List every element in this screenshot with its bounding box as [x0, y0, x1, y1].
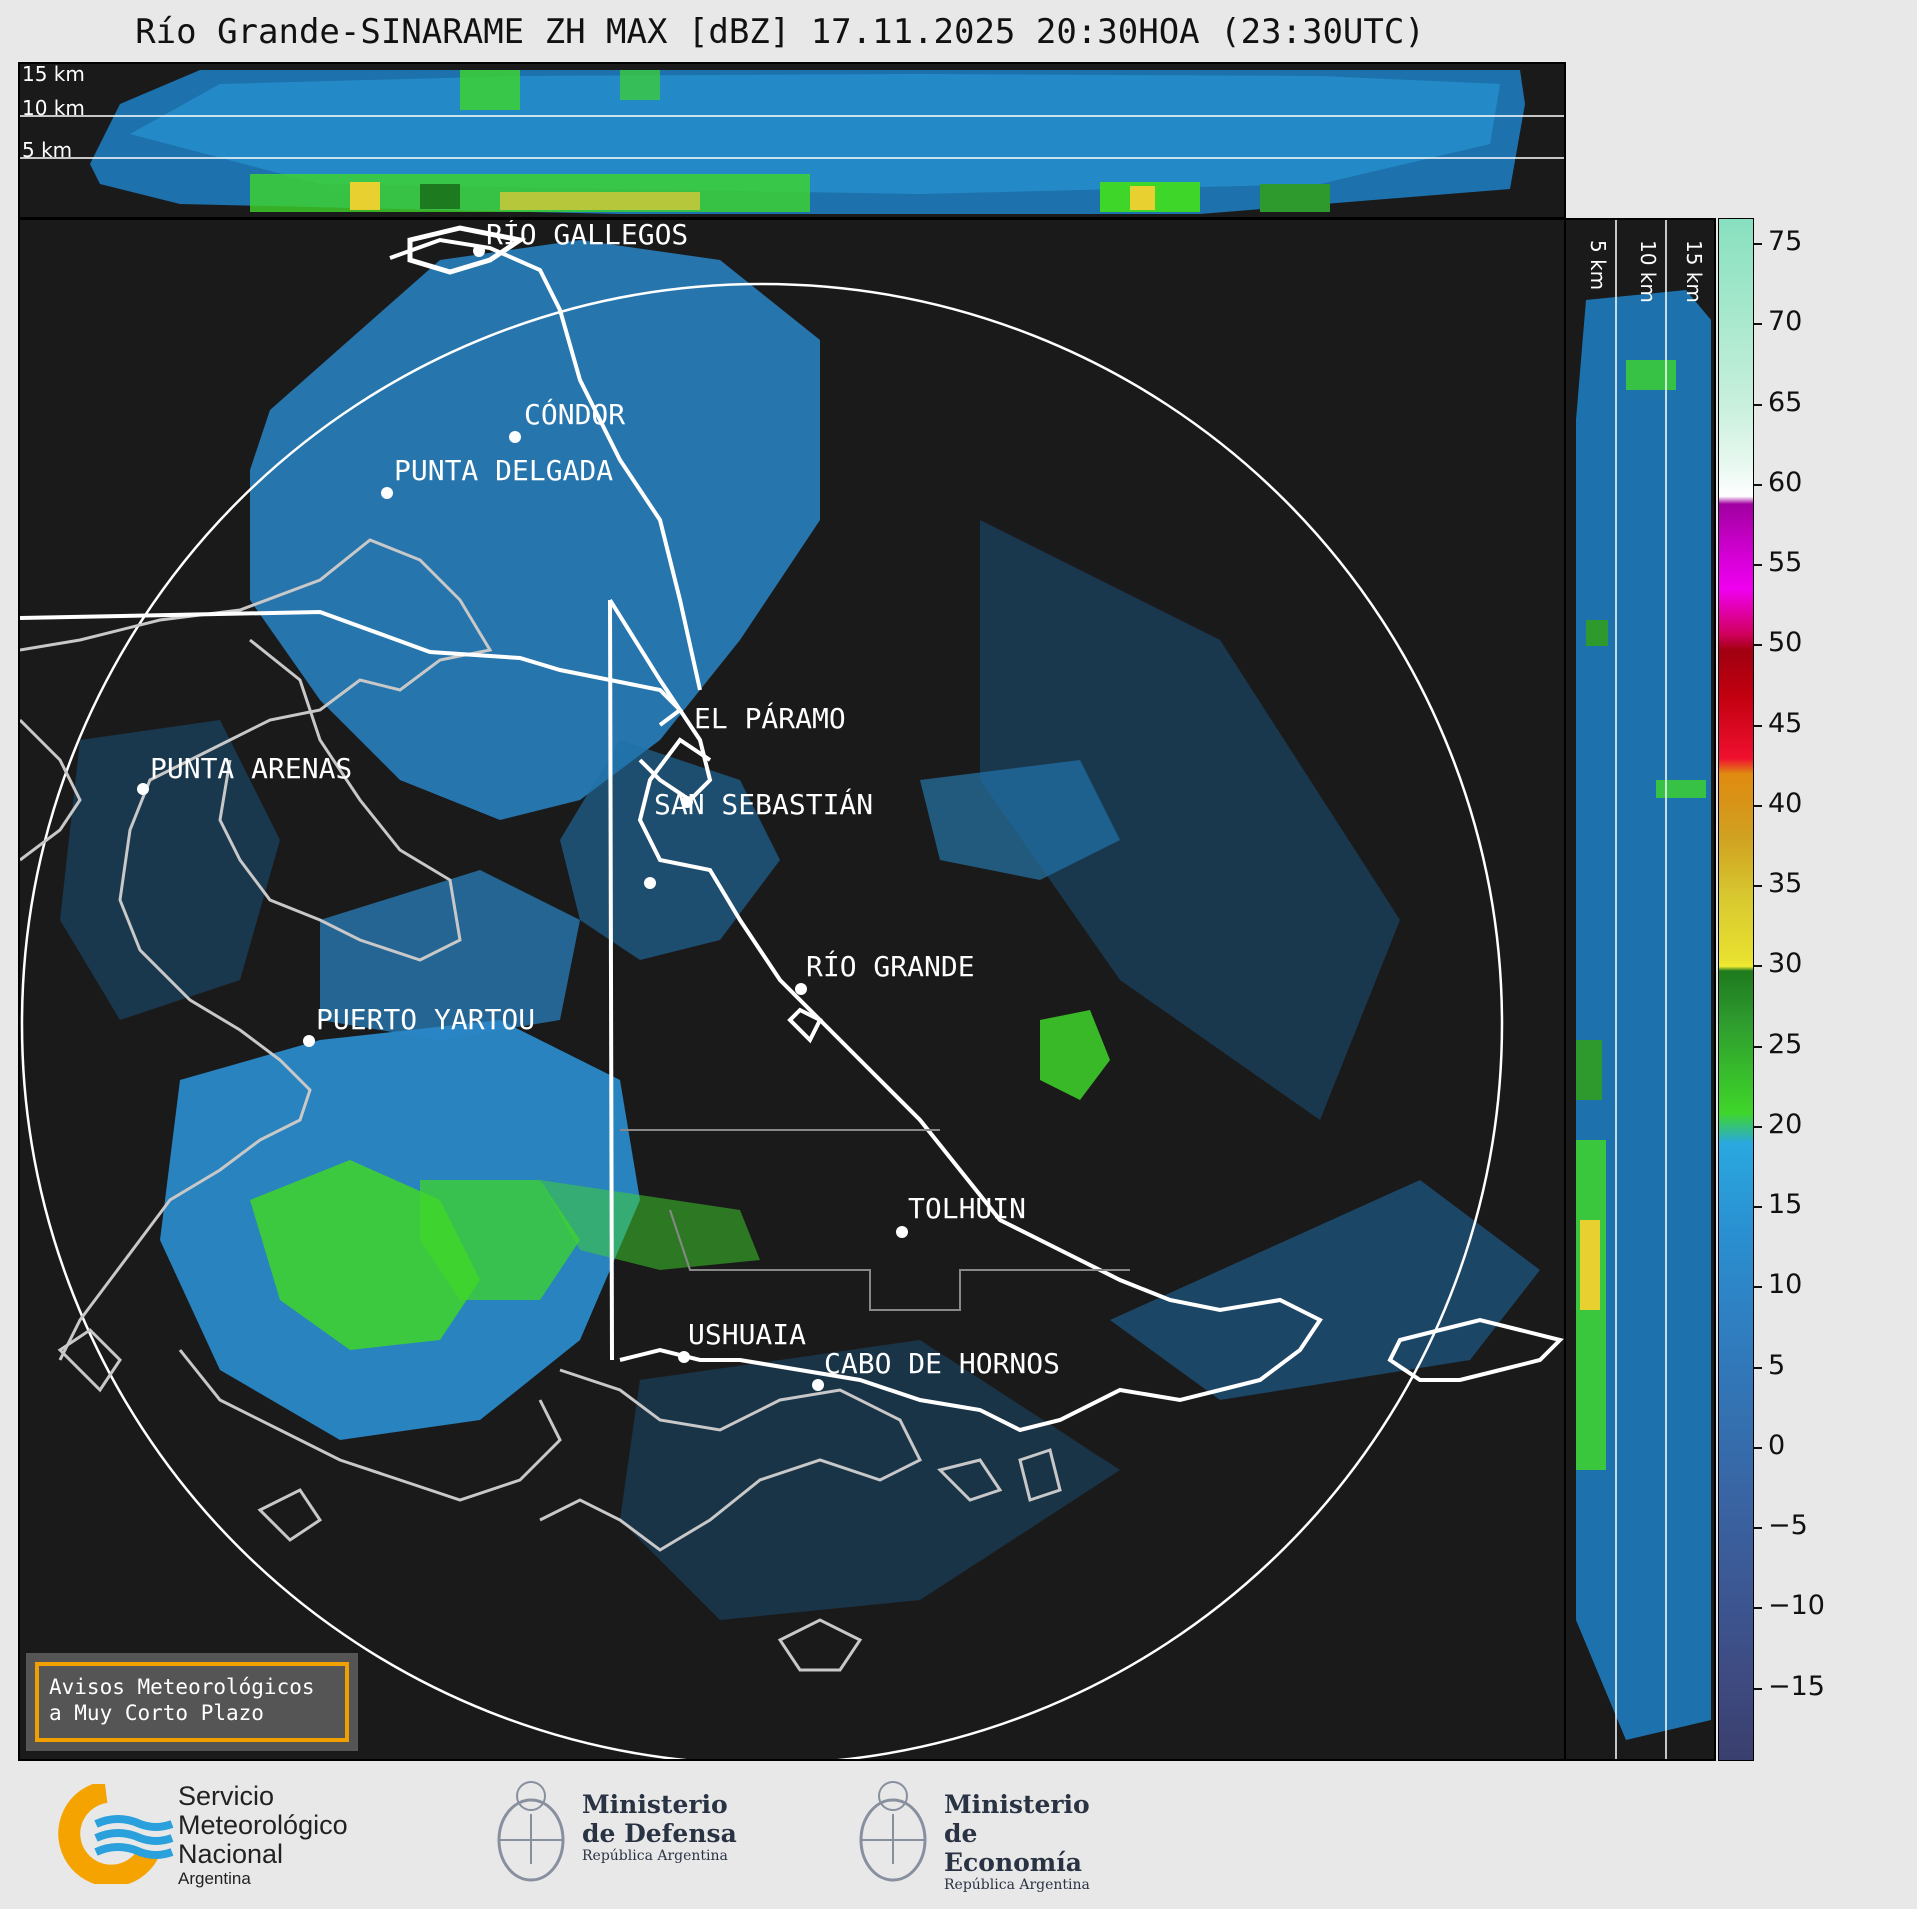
smn-line2: Meteorológico	[178, 1810, 348, 1840]
colorbar-tick-30: 30	[1768, 948, 1803, 979]
coastlines	[20, 538, 1062, 1672]
colorbar-tickmark	[1754, 805, 1762, 807]
colorbar-tick-35: 35	[1768, 868, 1803, 899]
city-label-el-paramo: EL PÁRAMO	[694, 701, 846, 735]
colorbar-tickmark	[1754, 1607, 1762, 1609]
argentina-coat-of-arms-icon	[859, 1781, 927, 1882]
colorbar-tick-15: 15	[1768, 1189, 1803, 1220]
side-altitude-label-10km: 10 km	[1636, 240, 1660, 303]
map-title: Río Grande-SINARAME ZH MAX [dBZ] 17.11.2…	[135, 12, 1425, 52]
side-altitude-label-5km: 5 km	[1586, 240, 1610, 291]
colorbar-tickmark	[1754, 323, 1762, 325]
city-label-ushuaia: USHUAIA	[688, 1318, 806, 1351]
colorbar-tickmark	[1754, 484, 1762, 486]
radar-echo-layer	[60, 240, 1540, 1620]
city-label-rio-grande: RÍO GRANDE	[806, 949, 975, 983]
economia-line3: República Argentina	[944, 1877, 1090, 1893]
colorbar-tick-75: 75	[1768, 226, 1803, 257]
borders	[20, 225, 1564, 1433]
avisos-link-box[interactable]: Avisos Meteorológicos a Muy Corto Plazo	[26, 1653, 358, 1751]
altitude-label-10km: 10 km	[22, 96, 85, 120]
smn-logo: Servicio Meteorológico Nacional Argentin…	[56, 1780, 396, 1890]
reflectivity-colorbar	[1718, 218, 1754, 1761]
colorbar-tick-minus10: −10	[1768, 1590, 1825, 1621]
smn-line3: Nacional	[178, 1839, 284, 1869]
colorbar-tick-25: 25	[1768, 1029, 1803, 1060]
avisos-line1: Avisos Meteorológicos	[49, 1675, 315, 1699]
colorbar-tickmark	[1754, 965, 1762, 967]
colorbar-tickmark	[1754, 404, 1762, 406]
city-label-cabo-de-hornos: CABO DE HORNOS	[824, 1347, 1060, 1380]
colorbar-tickmark	[1754, 243, 1762, 245]
colorbar-tick-55: 55	[1768, 547, 1803, 578]
colorbar-tick-40: 40	[1768, 788, 1803, 819]
radar-map-panel: RÍO GALLEGOS CÓNDOR PUNTA DELGADA EL PÁR…	[18, 218, 1566, 1761]
colorbar-tickmark	[1754, 1367, 1762, 1369]
city-label-san-sebastian: SAN SEBASTIÁN	[654, 787, 873, 821]
economia-line1: Ministerio	[944, 1790, 1090, 1819]
altitude-label-15km: 15 km	[22, 62, 85, 86]
colorbar-tickmark	[1754, 644, 1762, 646]
colorbar-tickmark	[1754, 885, 1762, 887]
colorbar-tickmark	[1754, 725, 1762, 727]
argentina-coat-of-arms-icon	[497, 1781, 565, 1882]
colorbar-tickmark	[1754, 564, 1762, 566]
side-cross-section-image	[1576, 220, 1711, 1759]
colorbar-tick-10: 10	[1768, 1269, 1803, 1300]
side-altitude-label-15km: 15 km	[1682, 240, 1706, 303]
colorbar-tickmark	[1754, 1046, 1762, 1048]
colorbar-tick-65: 65	[1768, 387, 1803, 418]
colorbar-tick-45: 45	[1768, 708, 1803, 739]
top-cross-section-image	[20, 70, 1564, 214]
defensa-line2: de Defensa	[582, 1819, 737, 1848]
city-markers	[137, 245, 908, 1391]
colorbar-tick-60: 60	[1768, 467, 1803, 498]
city-label-condor: CÓNDOR	[524, 397, 625, 431]
colorbar-tickmark	[1754, 1206, 1762, 1208]
side-cross-section-panel: 5 km 10 km 15 km	[1564, 218, 1716, 1761]
colorbar-tick-50: 50	[1768, 627, 1803, 658]
colorbar-tickmark	[1754, 1688, 1762, 1690]
colorbar-tickmark	[1754, 1126, 1762, 1128]
colorbar-tick-20: 20	[1768, 1109, 1803, 1140]
colorbar-tick-0: 0	[1768, 1430, 1786, 1461]
city-label-punta-delgada: PUNTA DELGADA	[394, 454, 613, 487]
colorbar-tick-minus15: −15	[1768, 1671, 1825, 1702]
colorbar-tickmark	[1754, 1527, 1762, 1529]
colorbar-tick-70: 70	[1768, 306, 1803, 337]
top-cross-section-panel: 15 km 10 km 5 km	[18, 62, 1566, 219]
colorbar-tick-5: 5	[1768, 1350, 1786, 1381]
avisos-line2: a Muy Corto Plazo	[49, 1701, 264, 1725]
colorbar-tickmark	[1754, 1286, 1762, 1288]
altitude-label-5km: 5 km	[22, 138, 73, 162]
city-label-rio-gallegos: RÍO GALLEGOS	[486, 220, 688, 251]
defensa-line1: Ministerio	[582, 1790, 728, 1819]
colorbar-tick-minus5: −5	[1768, 1510, 1808, 1541]
province-line	[620, 1129, 1130, 1311]
radar-map: RÍO GALLEGOS CÓNDOR PUNTA DELGADA EL PÁR…	[20, 220, 1564, 1759]
smn-line4: Argentina	[178, 1869, 251, 1888]
smn-logo-icon	[58, 1784, 174, 1884]
city-label-punta-arenas: PUNTA ARENAS	[150, 752, 352, 785]
defensa-line3: República Argentina	[582, 1848, 728, 1864]
smn-line1: Servicio	[178, 1781, 275, 1811]
city-label-tolhuin: TOLHUIN	[908, 1192, 1026, 1225]
city-label-puerto-yartou: PUERTO YARTOU	[316, 1003, 535, 1036]
ministerio-defensa-logo: Ministerio de Defensa República Argentin…	[494, 1780, 754, 1890]
colorbar-tickmark	[1754, 1447, 1762, 1449]
range-ring	[20, 282, 1504, 1759]
ministerio-economia-logo: Ministerio de Economía República Argenti…	[856, 1780, 1116, 1893]
economia-line2: de Economía	[944, 1819, 1082, 1877]
